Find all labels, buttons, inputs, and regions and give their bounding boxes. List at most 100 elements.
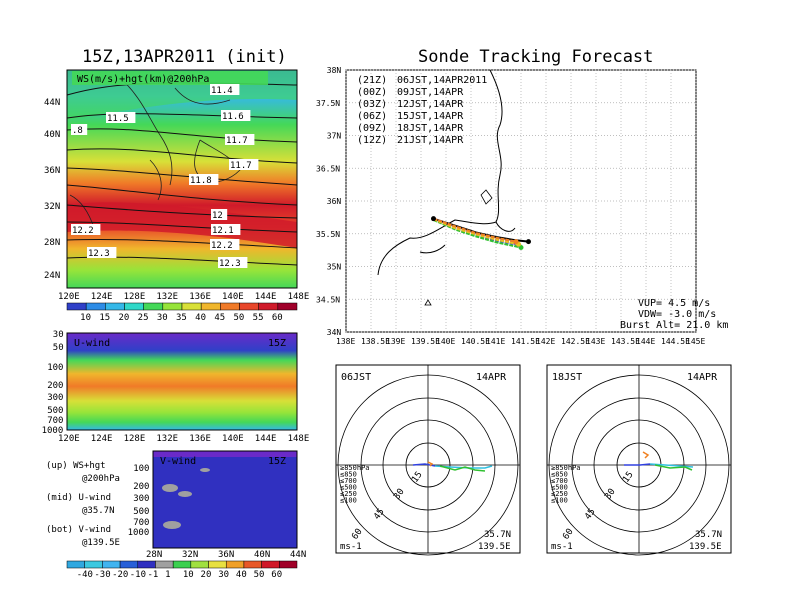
ws-colorbar-label: 45 (214, 313, 225, 323)
v-pressure-tick: 700 (133, 518, 149, 528)
hodo-trace-500 (654, 464, 693, 471)
launch-local: 18JST,14APR (397, 123, 464, 134)
uv-colorbar-swatch (225, 560, 245, 569)
contour-label-bg (87, 247, 117, 258)
contour-label: .8 (72, 126, 83, 136)
launch-utc: (09Z) (357, 123, 387, 134)
uv-colorbar-label: 1 (165, 570, 170, 580)
hodo-level-label: ≤250 (340, 490, 357, 498)
launch-local: 15JST,14APR (397, 111, 464, 122)
hodo-time: 06JST (341, 372, 371, 383)
track-lon-tick: 144E (636, 337, 655, 346)
track-lon-tick: 141E (486, 337, 505, 346)
uv-wind-colorbar: -40 -30 -20 -10 -1 1 10 20 30 40 50 60 (66, 560, 298, 580)
uv-colorbar-swatch (279, 560, 298, 569)
map-lat-tick: 40N (44, 130, 60, 140)
map-lat-tick: 28N (44, 238, 60, 248)
track-end-point (526, 239, 531, 245)
hodo-level-label: ≤500 (340, 484, 357, 492)
contour-label: 11.7 (226, 136, 248, 146)
hodo-trace-850 (427, 461, 434, 467)
legend-line: (mid) U-wind (46, 493, 111, 503)
contour-label: 12 (212, 211, 223, 221)
contour-label-bg (189, 174, 219, 185)
hodo-loc-lon: 139.5E (478, 542, 511, 552)
hodo-trace-850 (642, 451, 650, 459)
hodo-level-label: ≤250 (551, 490, 568, 498)
contour-label-bg (218, 257, 248, 268)
hodo-level-label: ≤850 (340, 471, 357, 479)
legend-line: @35.7N (82, 506, 115, 516)
u-lon-tick: 144E (255, 434, 277, 444)
param-line: VDW= -3.0 m/s (638, 309, 716, 320)
v-lat-tick: 32N (182, 550, 198, 560)
u-lon-tick: 132E (156, 434, 178, 444)
left-title: 15Z,13APR2011 (init) (82, 47, 287, 67)
ws-colorbar-swatch (85, 302, 106, 311)
hodo-level-label: ≤500 (551, 484, 568, 492)
hodo-unit: ms-1 (340, 542, 362, 552)
tracking-panel: (21Z) 06JST,14APR2011 (00Z) 09JST,14APR (03Z… (316, 66, 728, 346)
track-lat-tick: 37.5N (316, 99, 340, 108)
u-pressure-tick: 200 (47, 381, 63, 391)
u-lon-tick: 128E (124, 434, 146, 444)
launch-local: 21JST,14APR (397, 135, 464, 146)
launch-point (431, 216, 436, 222)
uv-colorbar-label: -20 (112, 570, 128, 580)
ws-colorbar-swatch (239, 302, 259, 311)
contour-label-bg (211, 224, 241, 235)
launch-local: 06JST,14APR2011 (397, 75, 487, 86)
u-pressure-tick: 30 (53, 330, 64, 340)
legend-line: (up) WS+hgt (46, 461, 106, 471)
u-pressure-tick: 1000 (42, 426, 64, 436)
uv-colorbar-swatch (190, 560, 209, 569)
ws-colorbar-label: 15 (99, 313, 110, 323)
map-lat-tick: 36N (44, 166, 60, 176)
u-lon-tick: 136E (189, 434, 211, 444)
contour-label: 11.6 (222, 112, 244, 122)
v-pressure-tick: 100 (133, 464, 149, 474)
map-lon-tick: 144E (255, 292, 277, 302)
hodo-date: 14APR (476, 372, 507, 383)
map-lon-tick: 124E (91, 292, 113, 302)
uv-colorbar-swatch (137, 560, 156, 569)
uv-colorbar-swatch (243, 560, 262, 569)
hodo-date: 14APR (687, 372, 718, 383)
ws-colorbar-label: 60 (272, 313, 283, 323)
hodo-loc-lon: 139.5E (689, 542, 722, 552)
uv-colorbar-label: 10 (183, 570, 194, 580)
contour-label: 12.1 (212, 226, 234, 236)
v-lat-tick: 28N (146, 550, 162, 560)
uv-colorbar-label: 60 (271, 570, 282, 580)
ws-colorbar-label: 20 (119, 313, 130, 323)
uv-colorbar-swatch (261, 560, 280, 569)
track-lat-tick: 37N (327, 132, 342, 141)
uv-colorbar-swatch (119, 560, 139, 569)
u-pressure-tick: 50 (53, 343, 64, 353)
contour-label: 12.2 (211, 241, 233, 251)
v-pressure-tick: 500 (133, 507, 149, 517)
track-lon-tick: 138.5E (361, 337, 390, 346)
v-lat-tick: 44N (290, 550, 306, 560)
uv-colorbar-swatch (102, 560, 121, 569)
uv-colorbar-swatch (155, 560, 174, 569)
param-line: VUP= 4.5 m/s (638, 298, 710, 309)
track-lat-tick: 34.5N (316, 295, 340, 304)
ws-colorbar-swatch (258, 302, 279, 311)
u-lon-tick: 120E (58, 434, 80, 444)
contour-label-bg (210, 239, 240, 250)
wind-speed-colorbar: 10 15 20 25 30 35 40 45 50 55 60 (66, 302, 298, 323)
uv-colorbar-swatch (208, 560, 227, 569)
contour-label: 11.4 (211, 86, 233, 96)
track-lat-tick: 35N (327, 263, 342, 272)
uv-colorbar-swatch (172, 560, 192, 569)
wind-speed-map: WS(m/s)+hgt(km)@200hPa 11.4 11.5 11.6 11.7.… (44, 69, 309, 302)
ws-colorbar-label: 30 (157, 313, 168, 323)
map-lon-tick: 140E (222, 292, 244, 302)
v-panel-time: 15Z (268, 456, 286, 467)
launch-utc: (00Z) (357, 87, 387, 98)
uv-colorbar-label: 50 (254, 570, 265, 580)
contour-label-bg (210, 84, 240, 95)
